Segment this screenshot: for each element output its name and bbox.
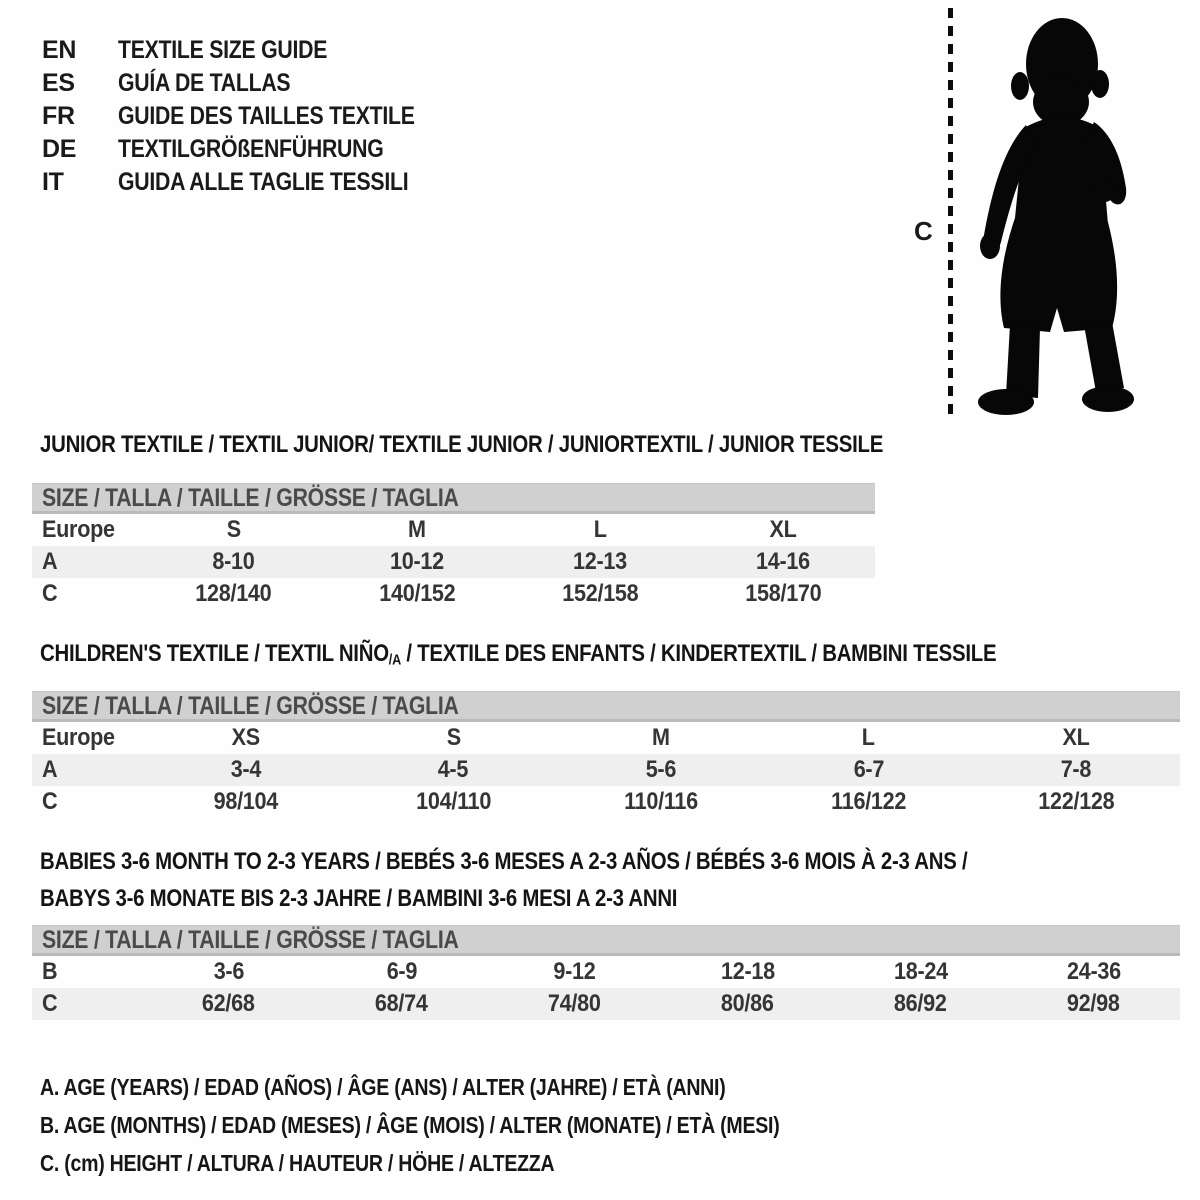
cell: 10-12 xyxy=(389,548,444,575)
col-header: Europe xyxy=(42,724,115,751)
row-label: C xyxy=(42,580,58,607)
language-header: EN TEXTILE SIZE GUIDE ES GUÍA DE TALLAS … xyxy=(42,34,467,199)
col-header: M xyxy=(652,724,670,751)
nino-a-subscript: /A xyxy=(388,652,401,669)
junior-size-bar: SIZE / TALLA / TAILLE / GRÖSSE / TAGLIA xyxy=(32,483,875,514)
height-dashed-line xyxy=(948,8,953,418)
junior-row-height: C 128/140 140/152 152/158 158/170 xyxy=(32,578,875,610)
legend-line-c: C. (cm) HEIGHT / ALTURA / HAUTEUR / HÖHE… xyxy=(40,1150,555,1176)
cell: 86/92 xyxy=(894,990,947,1017)
col-header: M xyxy=(408,516,426,543)
lang-title: TEXTILE SIZE GUIDE xyxy=(118,36,328,64)
lang-row-de: DE TEXTILGRÖßENFÜHRUNG xyxy=(42,133,467,166)
cell: 110/116 xyxy=(624,788,698,815)
babies-section-title: BABIES 3-6 MONTH TO 2-3 YEARS / BEBÉS 3-… xyxy=(40,848,968,912)
babies-row-height: C 62/68 68/74 74/80 80/86 86/92 92/98 xyxy=(32,988,1180,1020)
row-label: A xyxy=(42,548,58,575)
col-header: L xyxy=(593,516,607,543)
junior-header-row: Europe S M L XL xyxy=(32,514,875,546)
row-label: C xyxy=(42,788,58,815)
row-label: C xyxy=(42,990,58,1017)
cell: 3-6 xyxy=(213,958,244,985)
cell: 62/68 xyxy=(202,990,255,1017)
lang-code: ES xyxy=(42,69,75,97)
junior-size-table: Europe S M L XL A 8-10 10-12 12-13 14-16… xyxy=(32,514,875,610)
cell: 128/140 xyxy=(195,580,272,607)
lang-title: GUIDE DES TAILLES TEXTILE xyxy=(118,102,415,130)
col-header: S xyxy=(446,724,461,751)
cell: 6-9 xyxy=(386,958,417,985)
junior-row-age: A 8-10 10-12 12-13 14-16 xyxy=(32,546,875,578)
junior-section-title: JUNIOR TEXTILE / TEXTIL JUNIOR/ TEXTILE … xyxy=(40,431,884,458)
children-header-row: Europe XS S M L XL xyxy=(32,722,1180,754)
cell: 7-8 xyxy=(1060,756,1092,783)
cell: 6-7 xyxy=(853,756,884,783)
cell: 140/152 xyxy=(378,580,455,607)
cell: 152/158 xyxy=(562,580,639,607)
lang-row-en: EN TEXTILE SIZE GUIDE xyxy=(42,34,467,67)
cell: 116/122 xyxy=(831,788,907,815)
height-measure-label: C xyxy=(914,216,933,246)
lang-row-fr: FR GUIDE DES TAILLES TEXTILE xyxy=(42,100,467,133)
cell: 24-36 xyxy=(1066,958,1121,985)
babies-row-months: B 3-6 6-9 9-12 12-18 18-24 24-36 xyxy=(32,956,1180,988)
col-header: XL xyxy=(769,516,797,543)
cell: 12-13 xyxy=(573,548,628,575)
lang-title: GUÍA DE TALLAS xyxy=(118,69,291,97)
children-section-title: CHILDREN'S TEXTILE / TEXTIL NIÑO/A / TEX… xyxy=(40,640,997,669)
cell: 12-18 xyxy=(720,958,775,985)
lang-code: IT xyxy=(42,168,64,196)
cell: 104/110 xyxy=(415,788,491,815)
cell: 122/128 xyxy=(1038,788,1115,815)
col-header: L xyxy=(862,724,876,751)
cell: 98/104 xyxy=(213,788,279,815)
row-label: B xyxy=(42,958,58,985)
cell: 8-10 xyxy=(212,548,255,575)
cell: 68/74 xyxy=(375,990,428,1017)
legend-line-b: B. AGE (MONTHS) / EDAD (MESES) / ÂGE (MO… xyxy=(40,1112,780,1138)
col-header: XS xyxy=(231,724,261,751)
row-label: A xyxy=(42,756,58,783)
children-row-age: A 3-4 4-5 5-6 6-7 7-8 xyxy=(32,754,1180,786)
lang-code: FR xyxy=(42,102,75,130)
lang-row-it: IT GUIDA ALLE TAGLIE TESSILI xyxy=(42,166,467,199)
cell: 74/80 xyxy=(548,990,601,1017)
cell: 9-12 xyxy=(553,958,596,985)
lang-title: TEXTILGRÖßENFÜHRUNG xyxy=(118,135,384,163)
cell: 158/170 xyxy=(745,580,822,607)
cell: 3-4 xyxy=(230,756,262,783)
toddler-silhouette-icon xyxy=(978,18,1134,415)
legend: A. AGE (YEARS) / EDAD (AÑOS) / ÂGE (ANS)… xyxy=(40,1068,910,1182)
lang-title: GUIDA ALLE TAGLIE TESSILI xyxy=(118,168,409,196)
cell: 80/86 xyxy=(721,990,774,1017)
col-header: XL xyxy=(1062,724,1090,751)
cell: 18-24 xyxy=(893,958,948,985)
cell: 14-16 xyxy=(756,548,811,575)
col-header: S xyxy=(226,516,241,543)
lang-code: EN xyxy=(42,36,77,64)
lang-row-es: ES GUÍA DE TALLAS xyxy=(42,67,467,100)
babies-size-bar: SIZE / TALLA / TAILLE / GRÖSSE / TAGLIA xyxy=(32,925,1180,956)
cell: 92/98 xyxy=(1067,990,1120,1017)
legend-line-a: A. AGE (YEARS) / EDAD (AÑOS) / ÂGE (ANS)… xyxy=(40,1074,726,1100)
col-header: Europe xyxy=(42,516,115,543)
babies-size-table: B 3-6 6-9 9-12 12-18 18-24 24-36 C 62/68… xyxy=(32,956,1180,1020)
children-row-height: C 98/104 104/110 110/116 116/122 122/128 xyxy=(32,786,1180,818)
children-size-table: Europe XS S M L XL A 3-4 4-5 5-6 6-7 7-8… xyxy=(32,722,1180,818)
cell: 5-6 xyxy=(645,756,677,783)
cell: 4-5 xyxy=(438,756,469,783)
lang-code: DE xyxy=(42,135,77,163)
children-size-bar: SIZE / TALLA / TAILLE / GRÖSSE / TAGLIA xyxy=(32,691,1180,722)
